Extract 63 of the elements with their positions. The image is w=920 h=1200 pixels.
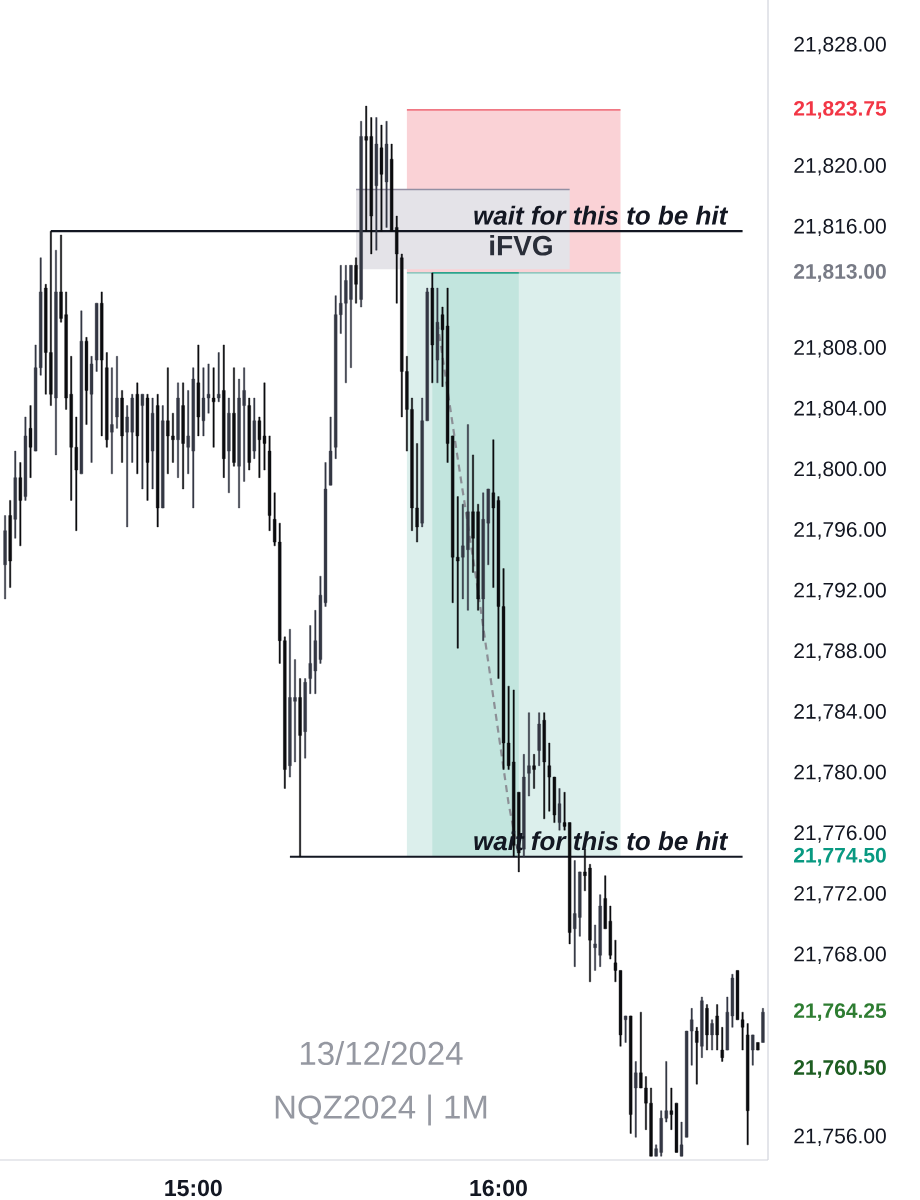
y-tick-label: 21,816.00 bbox=[794, 218, 886, 237]
candlestick bbox=[695, 1027, 699, 1085]
candlestick bbox=[435, 287, 440, 384]
candlestick bbox=[298, 678, 302, 857]
candlestick bbox=[384, 121, 389, 228]
candlestick bbox=[710, 1019, 714, 1051]
annotation: wait for this to be hit bbox=[474, 205, 729, 225]
annotation: NQZ2024 | 1M bbox=[275, 1094, 487, 1126]
y-tick-label: 21,772.00 bbox=[794, 885, 886, 904]
y-tick-label: 21,760.50 bbox=[794, 1060, 886, 1078]
candlestick bbox=[623, 1015, 628, 1043]
candlestick bbox=[13, 450, 17, 539]
candlestick bbox=[110, 367, 114, 475]
y-tick-label: 21,774.50 bbox=[794, 847, 886, 866]
candlestick bbox=[135, 382, 139, 475]
y-tick-label: 21,804.00 bbox=[794, 400, 886, 419]
y-tick-label: 21,756.00 bbox=[794, 1128, 886, 1146]
candlestick bbox=[557, 788, 562, 831]
x-tick-label: 16:00 bbox=[470, 1179, 527, 1197]
x-tick-label: 15:00 bbox=[165, 1179, 222, 1197]
candlestick bbox=[430, 272, 434, 384]
y-tick-label: 21,792.00 bbox=[794, 582, 886, 601]
candlestick bbox=[217, 352, 221, 403]
annotation: 13/12/2024 bbox=[300, 1040, 463, 1066]
candlestick bbox=[196, 344, 201, 437]
candlestick bbox=[679, 1121, 684, 1157]
y-tick-label: 21,808.00 bbox=[794, 340, 886, 358]
candlestick bbox=[115, 356, 119, 429]
candlestick bbox=[211, 367, 216, 448]
candlestick bbox=[756, 1042, 760, 1051]
candlestick bbox=[222, 344, 226, 478]
y-tick-label: 21,796.00 bbox=[794, 522, 886, 540]
candlestick bbox=[634, 1061, 638, 1138]
y-tick-label: 21,780.00 bbox=[794, 764, 886, 782]
candlestick bbox=[379, 124, 384, 232]
candlestick bbox=[145, 394, 150, 501]
candlestick bbox=[751, 1034, 755, 1066]
y-tick-label: 21,764.25 bbox=[794, 1003, 887, 1022]
candlestick bbox=[374, 117, 379, 251]
candlestick bbox=[150, 397, 155, 490]
y-tick-label: 21,784.00 bbox=[794, 704, 886, 722]
y-tick-label: 21,768.00 bbox=[794, 946, 886, 964]
y-tick-label: 21,813.00 bbox=[794, 263, 886, 282]
candlestick bbox=[532, 754, 536, 789]
candlestick bbox=[8, 500, 12, 588]
candlestick bbox=[227, 397, 231, 493]
y-tick-label: 21,828.00 bbox=[794, 36, 886, 55]
series-label: iFVG bbox=[490, 235, 552, 256]
candlestick bbox=[140, 394, 145, 490]
candlestick bbox=[23, 416, 28, 501]
y-tick-label: 21,800.00 bbox=[794, 461, 886, 479]
candlestick bbox=[354, 257, 358, 304]
y-tick-label: 21,823.75 bbox=[794, 100, 887, 119]
candlestick bbox=[252, 397, 256, 459]
candlestick bbox=[84, 337, 89, 425]
y-tick-label: 21,776.00 bbox=[794, 825, 886, 843]
y-tick-label: 21,820.00 bbox=[794, 158, 886, 176]
candlestick bbox=[28, 405, 33, 478]
candlestick bbox=[527, 712, 531, 797]
candlestick bbox=[18, 462, 22, 547]
candlestick bbox=[3, 515, 7, 600]
candlestick bbox=[181, 382, 185, 490]
y-tick-label: 21,788.00 bbox=[794, 643, 886, 661]
